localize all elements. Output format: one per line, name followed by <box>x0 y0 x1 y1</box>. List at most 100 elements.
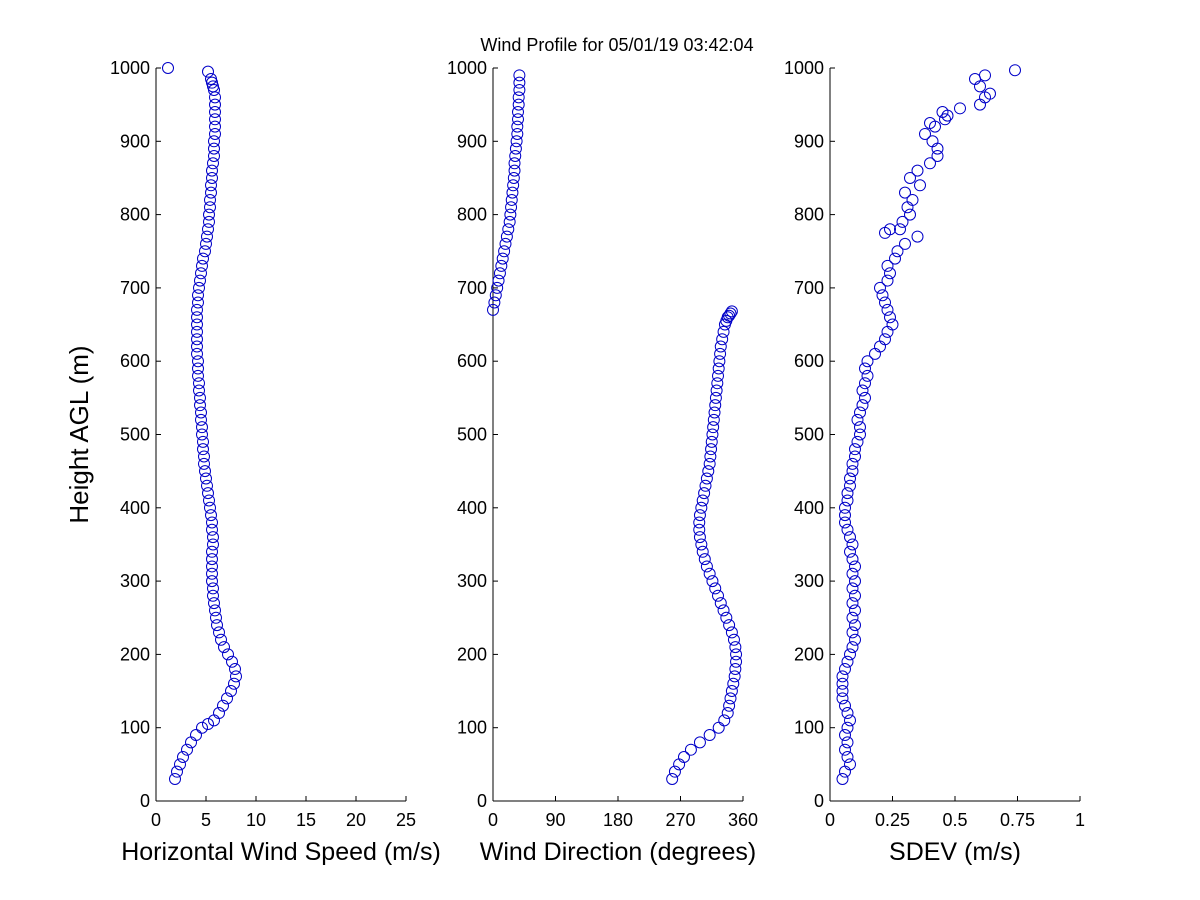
sdev-y-tick-label: 0 <box>814 791 824 811</box>
speed-data-point <box>192 289 204 302</box>
direction-data-point <box>707 421 720 434</box>
speed-data-point <box>174 758 186 771</box>
speed-x-tick-label: 15 <box>296 810 316 830</box>
panel-speed: 0 100 200 300 400 500 600 700 800 900 1000 0 5 10 15 20… <box>64 58 441 866</box>
speed-data-point <box>169 773 181 786</box>
direction-data-point <box>500 230 513 243</box>
direction-data-point <box>508 164 521 177</box>
direction-data-point <box>693 523 706 536</box>
sdev-data-point <box>849 589 861 602</box>
speed-data-point <box>197 443 209 456</box>
sdev-data-point <box>841 751 854 764</box>
direction-data-point <box>503 215 516 228</box>
direction-data-point <box>729 641 742 654</box>
direction-data-point <box>714 597 727 610</box>
sdev-data-point <box>849 619 861 632</box>
speed-data-point <box>206 76 218 89</box>
speed-data-point <box>199 465 211 478</box>
direction-data-point <box>493 267 506 280</box>
speed-data-point <box>205 179 217 192</box>
direction-data-point <box>499 237 512 250</box>
speed-y-tick-label: 200 <box>120 644 150 664</box>
sdev-data-point <box>841 707 854 720</box>
speed-data-point <box>208 149 220 162</box>
sdev-data-point <box>954 102 966 115</box>
speed-data-point <box>226 655 238 668</box>
speed-data-point <box>202 487 214 500</box>
direction-data-point <box>705 435 718 448</box>
sdev-data-point <box>844 531 856 544</box>
speed-data-point <box>228 677 240 690</box>
direction-data-point <box>684 743 697 756</box>
direction-data-point <box>507 179 520 192</box>
speed-y-tick-label: 700 <box>120 278 150 298</box>
sdev-data-point <box>849 575 861 588</box>
direction-data-point <box>698 487 711 500</box>
sdev-y-tick-label: 100 <box>794 718 824 738</box>
sdev-y-tick-label: 700 <box>794 278 824 298</box>
sdev-data-point <box>941 109 954 122</box>
sdev-data-point <box>881 274 894 287</box>
sdev-data-point <box>854 428 866 441</box>
speed-data-point <box>209 127 221 140</box>
direction-data-point <box>725 626 738 639</box>
direction-y-tick-label: 200 <box>457 644 487 664</box>
sdev-data-point <box>931 142 944 155</box>
speed-y-tick-label: 400 <box>120 498 150 518</box>
speed-data-point <box>196 421 208 434</box>
direction-data-point <box>727 633 740 646</box>
sdev-data-point <box>974 98 986 111</box>
sdev-data-point <box>969 72 981 85</box>
speed-data-point <box>205 509 217 522</box>
sdev-data-point <box>841 736 854 749</box>
sdev-x-tick-label: 0.75 <box>1000 810 1035 830</box>
speed-y-tick-label: 1000 <box>110 58 150 78</box>
sdev-data-point <box>844 479 856 492</box>
sdev-x-tick-label: 0.25 <box>875 810 910 830</box>
direction-y-tick-label: 600 <box>457 351 487 371</box>
sdev-data-point <box>931 149 944 162</box>
direction-data-point <box>496 252 509 265</box>
direction-data-point <box>668 765 681 778</box>
direction-data-point <box>510 135 523 148</box>
speed-data-point <box>206 545 218 558</box>
speed-data-point <box>206 164 218 177</box>
direction-data-point <box>508 157 521 170</box>
sdev-x-tick-label: 1 <box>1075 810 1085 830</box>
direction-data-point <box>709 582 722 595</box>
sdev-data-point <box>874 281 886 294</box>
direction-data-point <box>708 406 721 419</box>
sdev-data-point <box>939 113 951 126</box>
direction-data-point <box>505 193 518 206</box>
direction-data-point <box>721 707 734 720</box>
speed-data-point <box>192 355 204 368</box>
direction-data-point <box>717 325 730 338</box>
speed-data-point <box>206 553 218 566</box>
sdev-data-point <box>844 545 856 558</box>
sdev-data-point <box>879 226 891 239</box>
direction-data-point <box>495 259 508 272</box>
direction-data-point <box>720 611 733 624</box>
sdev-data-point <box>844 472 856 485</box>
direction-y-tick-label: 300 <box>457 571 487 591</box>
speed-data-point <box>208 135 220 148</box>
speed-data-point <box>206 516 218 529</box>
direction-data-point <box>727 677 740 690</box>
sdev-data-point <box>891 245 904 258</box>
direction-data-point <box>700 472 713 485</box>
speed-data-point <box>181 743 193 756</box>
sdev-y-tick-label: 200 <box>794 644 824 664</box>
direction-y-tick-label: 900 <box>457 131 487 151</box>
speed-x-tick-label: 5 <box>201 810 211 830</box>
speed-data-point <box>197 252 209 265</box>
speed-y-tick-label: 600 <box>120 351 150 371</box>
speed-data-point <box>198 450 210 463</box>
sdev-data-point <box>859 377 871 390</box>
speed-data-point <box>221 692 233 705</box>
sdev-x-tick-label: 0 <box>825 810 835 830</box>
direction-data-point <box>712 721 725 734</box>
speed-data-point <box>191 347 203 360</box>
speed-data-point <box>202 65 214 78</box>
direction-data-point <box>511 120 524 133</box>
